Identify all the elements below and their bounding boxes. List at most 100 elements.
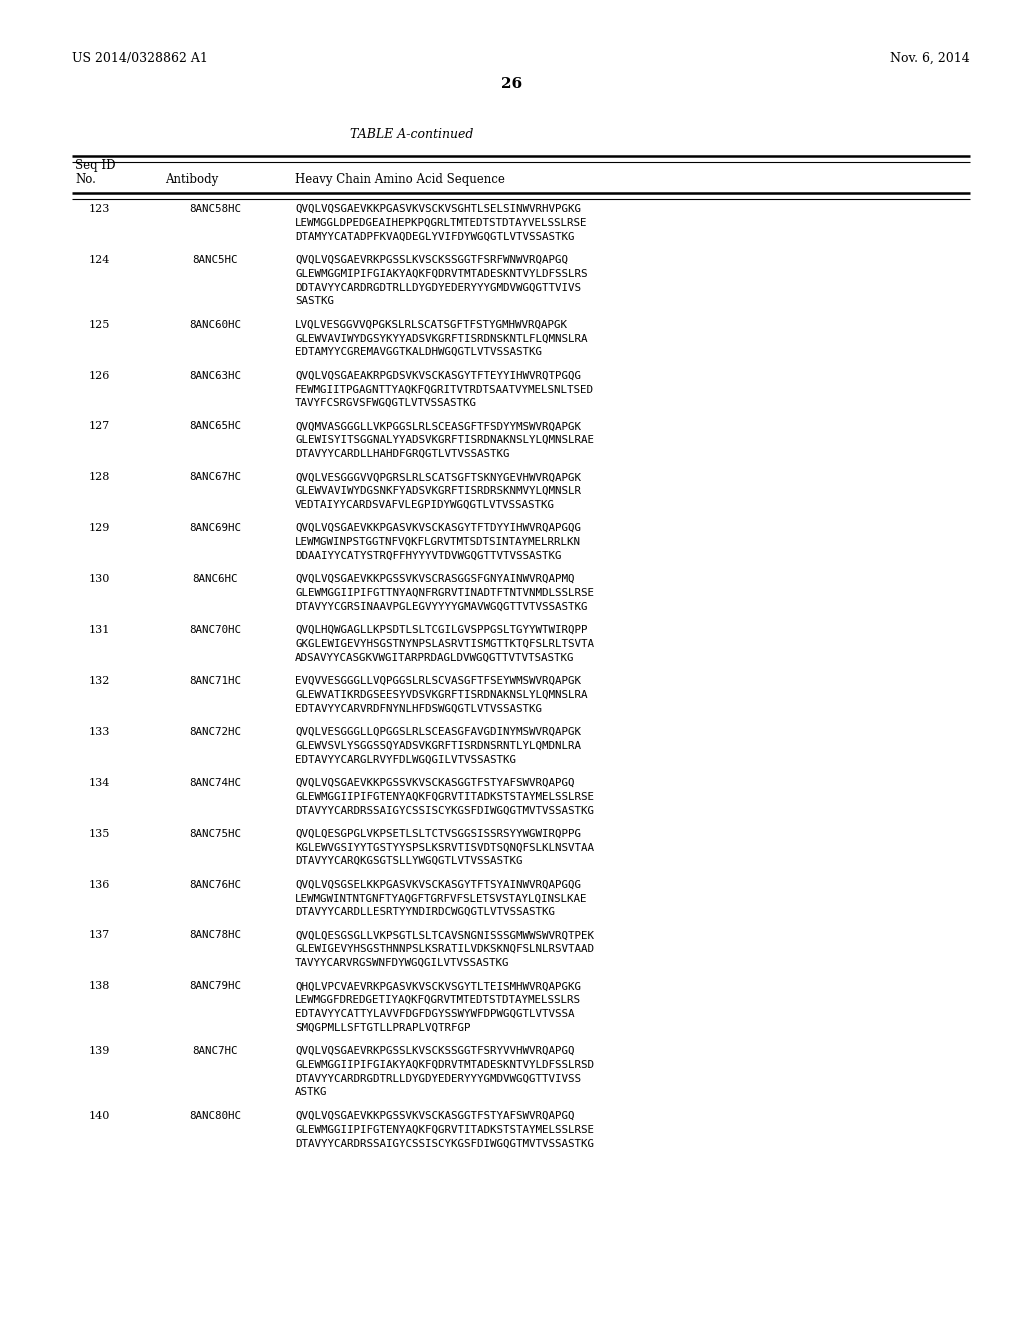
Text: Heavy Chain Amino Acid Sequence: Heavy Chain Amino Acid Sequence: [295, 173, 505, 186]
Text: 8ANC72HC: 8ANC72HC: [189, 727, 241, 737]
Text: 8ANC75HC: 8ANC75HC: [189, 829, 241, 838]
Text: SMQGPMLLSFTGTLLPRAPLVQTRFGP: SMQGPMLLSFTGTLLPRAPLVQTRFGP: [295, 1023, 470, 1032]
Text: 8ANC79HC: 8ANC79HC: [189, 981, 241, 991]
Text: Antibody: Antibody: [165, 173, 218, 186]
Text: 126: 126: [89, 371, 110, 380]
Text: 8ANC7HC: 8ANC7HC: [193, 1045, 238, 1056]
Text: 8ANC6HC: 8ANC6HC: [193, 574, 238, 585]
Text: GKGLEWIGEVYHSGSTNYNPSLASRVTISMGTTKTQFSLRLTSVTA: GKGLEWIGEVYHSGSTNYNPSLASRVTISMGTTKTQFSLR…: [295, 639, 594, 649]
Text: LEWMGWINPSTGGTNFVQKFLGRVTMTSDTSINTAYMELRRLKN: LEWMGWINPSTGGTNFVQKFLGRVTMTSDTSINTAYMELR…: [295, 537, 581, 546]
Text: 8ANC58HC: 8ANC58HC: [189, 205, 241, 214]
Text: 127: 127: [89, 421, 110, 432]
Text: QVQLVQSGAEVRKPGSSLKVSCKSSGGTFSRFWNWVRQAPGQ: QVQLVQSGAEVRKPGSSLKVSCKSSGGTFSRFWNWVRQAP…: [295, 255, 568, 265]
Text: DTAVYYCARQKGSGTSLLYWGQGTLVTVSSASTKG: DTAVYYCARQKGSGTSLLYWGQGTLVTVSSASTKG: [295, 857, 522, 866]
Text: LVQLVESGGVVQPGKSLRLSCATSGFTFSTYGMHWVRQAPGK: LVQLVESGGVVQPGKSLRLSCATSGFTFSTYGMHWVRQAP…: [295, 319, 568, 330]
Text: 8ANC74HC: 8ANC74HC: [189, 777, 241, 788]
Text: 136: 136: [89, 879, 110, 890]
Text: DTAVYYCARDLLESRTYYNDIRDCWGQGTLVTVSSASTKG: DTAVYYCARDLLESRTYYNDIRDCWGQGTLVTVSSASTKG: [295, 907, 555, 917]
Text: DTAVYYCGRSINAAVPGLEGVYYYYGMAVWGQGTTVTVSSASTKG: DTAVYYCGRSINAAVPGLEGVYYYYGMAVWGQGTTVTVSS…: [295, 602, 588, 611]
Text: QVQLVQSGAEVKKPGSSVKVSCKASGGTFSTYAFSWVRQAPGQ: QVQLVQSGAEVKKPGSSVKVSCKASGGTFSTYAFSWVRQA…: [295, 1110, 574, 1121]
Text: 8ANC80HC: 8ANC80HC: [189, 1110, 241, 1121]
Text: 8ANC70HC: 8ANC70HC: [189, 624, 241, 635]
Text: GLEWMGGIIPIFGTENYAQKFQGRVTITADKSTSTAYMELSSLRSE: GLEWMGGIIPIFGTENYAQKFQGRVTITADKSTSTAYMEL…: [295, 1125, 594, 1134]
Text: GLEWIGEVYHSGSTHNNPSLKSRATILVDKSKNQFSLNLRSVTAAD: GLEWIGEVYHSGSTHNNPSLKSRATILVDKSKNQFSLNLR…: [295, 944, 594, 954]
Text: GLEWISYITSGGNALYYADSVKGRFTISRDNAKNSLYLQMNSLRAE: GLEWISYITSGGNALYYADSVKGRFTISRDNAKNSLYLQM…: [295, 436, 594, 445]
Text: GLEWVSVLYSGGSSQYADSVKGRFTISRDNSRNTLYLQMDNLRA: GLEWVSVLYSGGSSQYADSVKGRFTISRDNSRNTLYLQMD…: [295, 741, 581, 751]
Text: LEWMGWINTNTGNFTYAQGFTGRFVFSLETSVSTAYLQINSLKAE: LEWMGWINTNTGNFTYAQGFTGRFVFSLETSVSTAYLQIN…: [295, 894, 588, 903]
Text: QVQLVQSGAEAKRPGDSVKVSCKASGYTFTEYYIHWVRQTPGQG: QVQLVQSGAEAKRPGDSVKVSCKASGYTFTEYYIHWVRQT…: [295, 371, 581, 380]
Text: GLEWVAVIWYDGSYKYYADSVKGRFTISRDNSKNTLFLQMNSLRA: GLEWVAVIWYDGSYKYYADSVKGRFTISRDNSKNTLFLQM…: [295, 334, 588, 343]
Text: GLEWMGGIIPIFGIAKYAQKFQDRVTMTADESKNTVYLDFSSLRSD: GLEWMGGIIPIFGIAKYAQKFQDRVTMTADESKNTVYLDF…: [295, 1060, 594, 1069]
Text: GLEWMGGIIPIFGTENYAQKFQGRVTITADKSTSTAYMELSSLRSE: GLEWMGGIIPIFGTENYAQKFQGRVTITADKSTSTAYMEL…: [295, 792, 594, 801]
Text: 26: 26: [502, 77, 522, 91]
Text: Nov. 6, 2014: Nov. 6, 2014: [890, 51, 970, 65]
Text: No.: No.: [75, 173, 96, 186]
Text: GLEWMGGMIPIFGIAKYAQKFQDRVTMTADESKNTVYLDFSSLRS: GLEWMGGMIPIFGIAKYAQKFQDRVTMTADESKNTVYLDF…: [295, 269, 588, 279]
Text: ADSAVYYCASGKVWGITARPRDAGLDVWGQGTTVTVTSASTKG: ADSAVYYCASGKVWGITARPRDAGLDVWGQGTTVTVTSAS…: [295, 652, 574, 663]
Text: SASTKG: SASTKG: [295, 296, 334, 306]
Text: VEDTAIYYCARDSVAFVLEGPIDYWGQGTLVTVSSASTKG: VEDTAIYYCARDSVAFVLEGPIDYWGQGTLVTVSSASTKG: [295, 500, 555, 510]
Text: 128: 128: [89, 473, 110, 482]
Text: QVQLVQSGSELKKPGASVKVSCKASGYTFTSYAINWVRQAPGQG: QVQLVQSGSELKKPGASVKVSCKASGYTFTSYAINWVRQA…: [295, 879, 581, 890]
Text: QVQLVQSGAEVKKPGASVKVSCKASGYTFTDYYIHWVRQAPGQG: QVQLVQSGAEVKKPGASVKVSCKASGYTFTDYYIHWVRQA…: [295, 523, 581, 533]
Text: TABLE A-continued: TABLE A-continued: [350, 128, 474, 141]
Text: KGLEWVGSIYYTGSTYYSPSLKSRVTISVDTSQNQFSLKLNSVTAA: KGLEWVGSIYYTGSTYYSPSLKSRVTISVDTSQNQFSLKL…: [295, 842, 594, 853]
Text: 138: 138: [89, 981, 110, 991]
Text: GLEWVATIKRDGSEESYVDSVKGRFTISRDNAKNSLYLQMNSLRA: GLEWVATIKRDGSEESYVDSVKGRFTISRDNAKNSLYLQM…: [295, 690, 588, 700]
Text: 123: 123: [89, 205, 110, 214]
Text: QVQLHQWGAGLLKPSDTLSLTCGILGVSPPGSLTGYYWTWIRQPP: QVQLHQWGAGLLKPSDTLSLTCGILGVSPPGSLTGYYWTW…: [295, 624, 588, 635]
Text: 134: 134: [89, 777, 110, 788]
Text: DDAAIYYCATYSTRQFFHYYYVTDVWGQGTTVTVSSASTKG: DDAAIYYCATYSTRQFFHYYYVTDVWGQGTTVTVSSASTK…: [295, 550, 561, 561]
Text: 8ANC5HC: 8ANC5HC: [193, 255, 238, 265]
Text: EVQVVESGGGLLVQPGGSLRLSCVASGFTFSEYWMSWVRQAPGK: EVQVVESGGGLLVQPGGSLRLSCVASGFTFSEYWMSWVRQ…: [295, 676, 581, 686]
Text: ASTKG: ASTKG: [295, 1088, 328, 1097]
Text: QVQLQESGPGLVKPSETLSLTCTVSGGSISSRSYYWGWIRQPPG: QVQLQESGPGLVKPSETLSLTCTVSGGSISSRSYYWGWIR…: [295, 829, 581, 838]
Text: DTAVYYCARDRGDTRLLDYGDYEDERYYYGMDVWGQGTTVIVSS: DTAVYYCARDRGDTRLLDYGDYEDERYYYGMDVWGQGTTV…: [295, 1073, 581, 1084]
Text: QVQLVQSGAEVKKPGSSVKVSCKASGGTFSTYAFSWVRQAPGQ: QVQLVQSGAEVKKPGSSVKVSCKASGGTFSTYAFSWVRQA…: [295, 777, 574, 788]
Text: GLEWVAVIWYDGSNKFYADSVKGRFTISRDRSKNMVYLQMNSLR: GLEWVAVIWYDGSNKFYADSVKGRFTISRDRSKNMVYLQM…: [295, 486, 581, 496]
Text: 8ANC78HC: 8ANC78HC: [189, 931, 241, 940]
Text: 140: 140: [89, 1110, 110, 1121]
Text: QVQLQESGSGLLVKPSGTLSLTCAVSNGNISSSGMWWSWVRQTPEK: QVQLQESGSGLLVKPSGTLSLTCAVSNGNISSSGMWWSWV…: [295, 931, 594, 940]
Text: 137: 137: [89, 931, 110, 940]
Text: 131: 131: [89, 624, 110, 635]
Text: 124: 124: [89, 255, 110, 265]
Text: 135: 135: [89, 829, 110, 838]
Text: EDTAVYYCARVRDFNYNLHFDSWGQGTLVTVSSASTKG: EDTAVYYCARVRDFNYNLHFDSWGQGTLVTVSSASTKG: [295, 704, 542, 714]
Text: TAVYFCSRGVSFWGQGTLVTVSSASTKG: TAVYFCSRGVSFWGQGTLVTVSSASTKG: [295, 399, 477, 408]
Text: 132: 132: [89, 676, 110, 686]
Text: 133: 133: [89, 727, 110, 737]
Text: US 2014/0328862 A1: US 2014/0328862 A1: [72, 51, 208, 65]
Text: QVQLVESGGGLLQPGGSLRLSCEASGFAVGDINYMSWVRQAPGK: QVQLVESGGGLLQPGGSLRLSCEASGFAVGDINYMSWVRQ…: [295, 727, 581, 737]
Text: QHQLVPCVAEVRKPGASVKVSCKVSGYTLTEISMHWVRQAPGKG: QHQLVPCVAEVRKPGASVKVSCKVSGYTLTEISMHWVRQA…: [295, 981, 581, 991]
Text: DDTAVYYCARDRGDTRLLDYGDYEDERYYYGMDVWGQGTTVIVS: DDTAVYYCARDRGDTRLLDYGDYEDERYYYGMDVWGQGTT…: [295, 282, 581, 293]
Text: EDTAVYYCATTYLAVVFDGFDGYSSWYWFDPWGQGTLVTVSSA: EDTAVYYCATTYLAVVFDGFDGYSSWYWFDPWGQGTLVTV…: [295, 1008, 574, 1019]
Text: 8ANC71HC: 8ANC71HC: [189, 676, 241, 686]
Text: 125: 125: [89, 319, 110, 330]
Text: Seq ID: Seq ID: [75, 158, 116, 172]
Text: 8ANC67HC: 8ANC67HC: [189, 473, 241, 482]
Text: 8ANC63HC: 8ANC63HC: [189, 371, 241, 380]
Text: QVQLVQSGAEVKKPGSSVKVSCRASGGSFGNYAINWVRQAPMQ: QVQLVQSGAEVKKPGSSVKVSCRASGGSFGNYAINWVRQA…: [295, 574, 574, 585]
Text: FEWMGIITPGAGNTTYAQKFQGRITVTRDTSAATVYMELSNLTSED: FEWMGIITPGAGNTTYAQKFQGRITVTRDTSAATVYMELS…: [295, 384, 594, 395]
Text: 8ANC69HC: 8ANC69HC: [189, 523, 241, 533]
Text: GLEWMGGIIPIFGTTNYAQNFRGRVTINADTFTNTVNMDLSSLRSE: GLEWMGGIIPIFGTTNYAQNFRGRVTINADTFTNTVNMDL…: [295, 587, 594, 598]
Text: QVQLVESGGGVVQPGRSLRLSCATSGFTSKNYGEVHWVRQAPGK: QVQLVESGGGVVQPGRSLRLSCATSGFTSKNYGEVHWVRQ…: [295, 473, 581, 482]
Text: DTAVYYCARDRSSAIGYCSSISCYKGSFDIWGQGTMVTVSSASTKG: DTAVYYCARDRSSAIGYCSSISCYKGSFDIWGQGTMVTVS…: [295, 805, 594, 816]
Text: 8ANC60HC: 8ANC60HC: [189, 319, 241, 330]
Text: LEWMGGLDPEDGEAIHEPKPQGRLTMTEDTSTDTAYVELSSLRSE: LEWMGGLDPEDGEAIHEPKPQGRLTMTEDTSTDTAYVELS…: [295, 218, 588, 228]
Text: 8ANC76HC: 8ANC76HC: [189, 879, 241, 890]
Text: LEWMGGFDREDGETIYAQKFQGRVTMTEDTSTDTAYMELSSLRS: LEWMGGFDREDGETIYAQKFQGRVTMTEDTSTDTAYMELS…: [295, 995, 581, 1005]
Text: DTAMYYCATADPFKVAQDEGLYVIFDYWGQGTLVTVSSASTKG: DTAMYYCATADPFKVAQDEGLYVIFDYWGQGTLVTVSSAS…: [295, 231, 574, 242]
Text: EDTAVYYCARGLRVYFDLWGQGILVTVSSASTKG: EDTAVYYCARGLRVYFDLWGQGILVTVSSASTKG: [295, 755, 516, 764]
Text: EDTAMYYCGREMAVGGTKALDHWGQGTLVTVSSASTKG: EDTAMYYCGREMAVGGTKALDHWGQGTLVTVSSASTKG: [295, 347, 542, 358]
Text: QVQLVQSGAEVKKPGASVKVSCKVSGHTLSELSINWVRHVPGKG: QVQLVQSGAEVKKPGASVKVSCKVSGHTLSELSINWVRHV…: [295, 205, 581, 214]
Text: 130: 130: [89, 574, 110, 585]
Text: 8ANC65HC: 8ANC65HC: [189, 421, 241, 432]
Text: DTAVYYCARDRSSAIGYCSSISCYKGSFDIWGQGTMVTVSSASTKG: DTAVYYCARDRSSAIGYCSSISCYKGSFDIWGQGTMVTVS…: [295, 1138, 594, 1148]
Text: TAVYYCARVRGSWNFDYWGQGILVTVSSASTKG: TAVYYCARVRGSWNFDYWGQGILVTVSSASTKG: [295, 958, 510, 968]
Text: DTAVYYCARDLLHAHDFGRQGTLVTVSSASTKG: DTAVYYCARDLLHAHDFGRQGTLVTVSSASTKG: [295, 449, 510, 459]
Text: 139: 139: [89, 1045, 110, 1056]
Text: QVQLVQSGAEVRKPGSSLKVSCKSSGGTFSRYVVHWVRQAPGQ: QVQLVQSGAEVRKPGSSLKVSCKSSGGTFSRYVVHWVRQA…: [295, 1045, 574, 1056]
Text: QVQMVASGGGLLVKPGGSLRLSCEASGFTFSDYYMSWVRQAPGK: QVQMVASGGGLLVKPGGSLRLSCEASGFTFSDYYMSWVRQ…: [295, 421, 581, 432]
